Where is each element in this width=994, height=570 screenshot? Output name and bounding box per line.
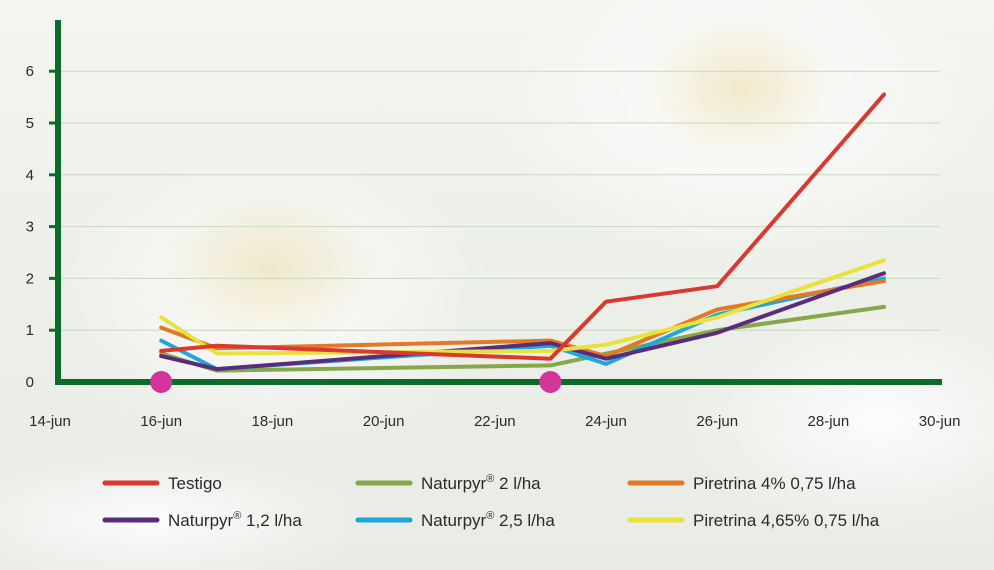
x-axis-ticks: 14-jun 16-jun 18-jun 20-jun 22-jun 24-jun 26-j… bbox=[29, 413, 960, 430]
legend: Testigo Naturpyr® 2 l/ha Piretrina 4% 0,75… bbox=[102, 473, 880, 530]
x-tick-label: 20-jun bbox=[363, 413, 405, 430]
y-tick-label: 3 bbox=[26, 219, 34, 236]
series-lines bbox=[159, 92, 886, 373]
x-tick-label: 30-jun bbox=[919, 413, 961, 430]
legend-label: Piretrina 4% 0,75 l/ha bbox=[693, 474, 856, 493]
y-tick-label: 4 bbox=[26, 167, 34, 184]
axes bbox=[55, 20, 942, 385]
treatment-marker bbox=[539, 371, 562, 393]
x-tick-label: 26-jun bbox=[696, 413, 738, 430]
x-tick-label: 28-jun bbox=[808, 413, 850, 430]
legend-label: Testigo bbox=[168, 474, 222, 493]
x-tick-label: 14-jun bbox=[29, 413, 71, 430]
x-tick-label: 22-jun bbox=[474, 413, 516, 430]
y-tick-label: 6 bbox=[26, 63, 34, 80]
treatment-marker bbox=[150, 371, 173, 393]
series-line bbox=[159, 92, 886, 361]
x-tick-label: 18-jun bbox=[252, 413, 294, 430]
y-tick-label: 5 bbox=[26, 115, 34, 132]
legend-label: Naturpyr® 2 l/ha bbox=[421, 473, 541, 493]
legend-label: Naturpyr® 2,5 l/ha bbox=[421, 510, 555, 530]
y-tick-label: 1 bbox=[26, 322, 34, 339]
event-markers bbox=[150, 371, 562, 393]
series-line bbox=[159, 271, 886, 372]
x-tick-label: 24-jun bbox=[585, 413, 627, 430]
legend-label: Naturpyr® 1,2 l/ha bbox=[168, 510, 302, 530]
y-tick-label: 2 bbox=[26, 270, 34, 287]
y-tick-label: 0 bbox=[26, 374, 34, 391]
y-axis-ticks: 0 1 2 3 4 5 6 bbox=[26, 63, 58, 391]
gridlines bbox=[58, 70, 940, 331]
x-tick-label: 16-jun bbox=[140, 413, 182, 430]
legend-label: Piretrina 4,65% 0,75 l/ha bbox=[693, 511, 880, 530]
